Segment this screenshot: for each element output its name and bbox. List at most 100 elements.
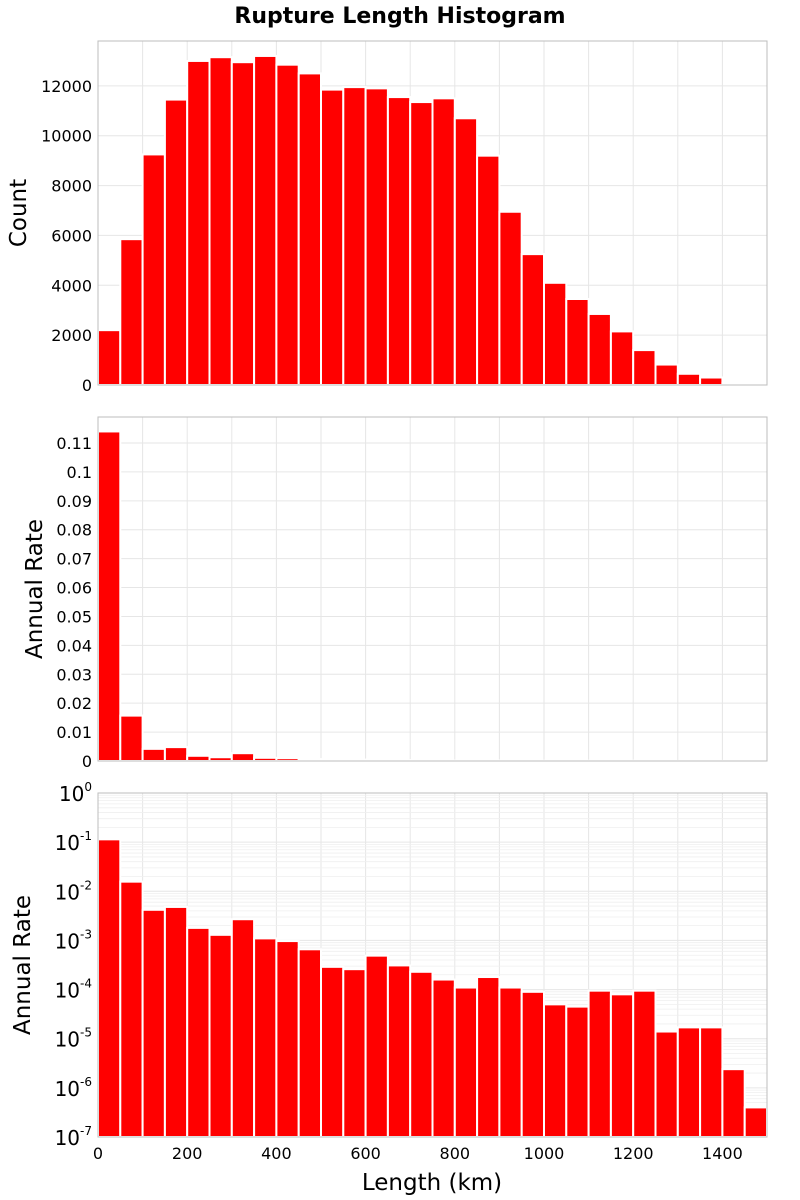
- histogram-bar: [431, 97, 456, 386]
- histogram-bar: [431, 978, 456, 1139]
- figure-title: Rupture Length Histogram: [234, 4, 565, 29]
- y-tick-label: 0: [82, 752, 92, 771]
- y-tick-label: 0.09: [56, 492, 92, 511]
- histogram-bar: [230, 918, 256, 1138]
- x-tick-label: 1000: [524, 1144, 565, 1163]
- histogram-bar: [119, 880, 144, 1138]
- y-tick-label: 0.1: [67, 463, 92, 482]
- y-tick-label: 10-2: [55, 878, 92, 904]
- y-tick-label: 6000: [51, 226, 92, 245]
- histogram-bar: [320, 965, 345, 1138]
- y-tick-label: 12000: [41, 77, 92, 96]
- histogram-bar: [230, 61, 256, 386]
- histogram-bar: [476, 976, 501, 1138]
- y-tick-label: 10-1: [55, 829, 92, 855]
- histogram-bar: [632, 989, 657, 1138]
- histogram-bar: [253, 937, 278, 1138]
- histogram-bar: [609, 330, 635, 386]
- histogram-bar: [97, 430, 122, 762]
- y-tick-label: 0.04: [56, 636, 92, 655]
- histogram-bar: [676, 1026, 702, 1139]
- histogram-bar: [409, 101, 434, 387]
- y-axis-label: Count: [6, 179, 32, 247]
- histogram-bar: [699, 1026, 724, 1139]
- y-tick-label: 2000: [51, 326, 92, 345]
- histogram-bar: [97, 838, 122, 1138]
- histogram-bar: [565, 298, 590, 386]
- annual-rate-log-panel: 100 10-1 10-2 10-3 10-4 10-5 10-6 10-7 Annual Ra…: [10, 780, 769, 1163]
- histogram-bar: [721, 1068, 746, 1139]
- histogram-bar: [587, 312, 612, 386]
- histogram-bar: [208, 756, 233, 762]
- histogram-bar: [275, 940, 300, 1139]
- histogram-bar: [676, 372, 702, 387]
- histogram-bar: [520, 990, 546, 1138]
- y-tick-label: 0.11: [56, 434, 92, 453]
- y-tick-label: 0: [82, 376, 92, 395]
- histogram-bar: [119, 714, 144, 762]
- histogram-bar: [297, 948, 323, 1138]
- y-tick-label: 10-5: [55, 1026, 92, 1052]
- x-tick-label: 200: [172, 1144, 203, 1163]
- y-axis-label: Annual Rate: [10, 895, 36, 1035]
- histogram-bar: [587, 989, 612, 1138]
- y-tick-label: 0.08: [56, 521, 92, 540]
- histogram-bar: [208, 933, 233, 1138]
- histogram-bar: [609, 993, 635, 1138]
- y-tick-label: 0.01: [56, 723, 92, 742]
- histogram-bar: [320, 88, 345, 386]
- histogram-bar: [699, 376, 724, 386]
- histogram-bar: [386, 96, 412, 387]
- histogram-bar: [141, 747, 166, 763]
- histogram-bar: [453, 117, 479, 386]
- histogram-bar: [230, 752, 256, 762]
- y-tick-label: 0.05: [56, 607, 92, 626]
- histogram-bar: [364, 87, 389, 387]
- histogram-bar: [476, 154, 501, 386]
- x-tick-label: 1400: [702, 1144, 743, 1163]
- y-tick-label: 10-6: [55, 1075, 92, 1101]
- histogram-bar: [632, 349, 657, 386]
- x-tick-label: 600: [350, 1144, 381, 1163]
- histogram-bar: [141, 908, 166, 1138]
- plot-frame: [97, 40, 768, 386]
- histogram-bar: [743, 1106, 769, 1139]
- annual-rate-linear-panel: 0 0.01 0.02 0.03 0.04 0.05 0.06 0.07 0.08 0.09 0.1…: [22, 416, 769, 771]
- histogram-bar: [543, 1003, 568, 1139]
- histogram-bar: [654, 1030, 679, 1138]
- y-axis-label: Annual Rate: [22, 519, 48, 659]
- y-tick-label: 10-3: [55, 927, 92, 953]
- histogram-bar: [186, 754, 211, 762]
- histogram-bar: [565, 1005, 590, 1139]
- x-tick-label: 1200: [613, 1144, 654, 1163]
- histogram-bar: [186, 926, 211, 1138]
- y-tick-label: 8000: [51, 177, 92, 196]
- count-histogram-panel: 0 2000 4000 6000 8000 10000 12000 Count: [6, 40, 769, 395]
- histogram-bar: [141, 153, 166, 386]
- histogram-bar: [119, 238, 144, 386]
- histogram-bar: [453, 986, 479, 1139]
- y-tick-label: 4000: [51, 276, 92, 295]
- y-tick-label: 10-4: [55, 977, 92, 1003]
- histogram-bar: [498, 210, 523, 386]
- histogram-bar: [97, 329, 122, 387]
- histogram-bar: [163, 746, 189, 763]
- y-tick-label: 10000: [41, 127, 92, 146]
- y-tick-label: 0.02: [56, 694, 92, 713]
- histogram-bar: [253, 54, 278, 387]
- plot-frame: [97, 416, 768, 762]
- histogram-bar: [364, 954, 389, 1138]
- y-tick-label: 0.06: [56, 579, 92, 598]
- histogram-bar: [275, 63, 300, 387]
- y-tick-label: 0.07: [56, 550, 92, 569]
- x-tick-label: 0: [93, 1144, 103, 1163]
- plot-frame: [97, 792, 768, 1138]
- histogram-bar: [342, 968, 367, 1139]
- histogram-bar: [163, 98, 189, 386]
- histogram-bar: [654, 363, 679, 386]
- histogram-bar: [520, 253, 546, 386]
- histogram-bar: [342, 86, 367, 387]
- x-tick-label: 800: [440, 1144, 471, 1163]
- histogram-bar: [163, 905, 189, 1139]
